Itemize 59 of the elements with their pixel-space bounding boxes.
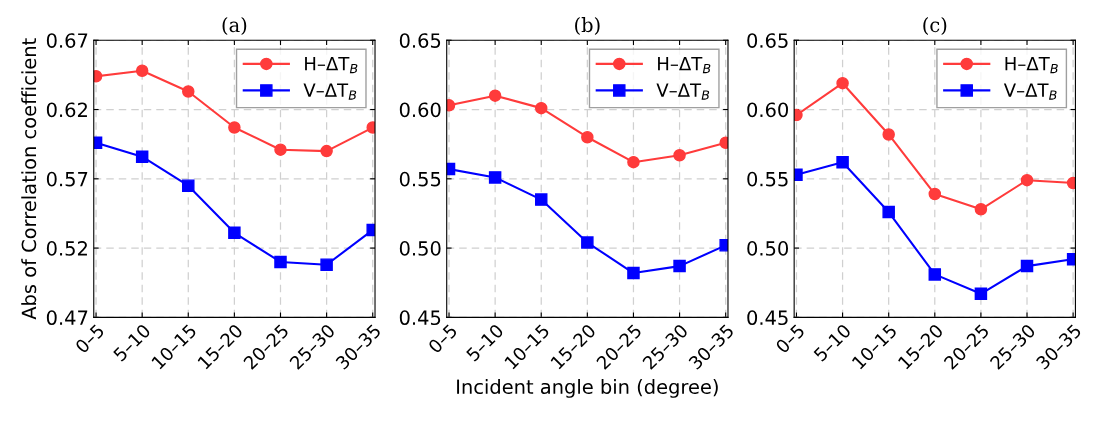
legend-label: H–ΔT$_{B}$	[1005, 57, 1058, 74]
point	[488, 89, 502, 102]
point	[182, 179, 195, 192]
legend-label: V–ΔT$_{B}$	[303, 83, 357, 100]
chart-title: (a)	[222, 17, 247, 35]
y-tick-label: 0.57	[46, 171, 88, 187]
point	[135, 150, 149, 163]
y-tick-label: 0.62	[46, 102, 87, 118]
x-axis-title: Incident angle bin (degree)	[457, 379, 718, 398]
y-tick-label: 0.67	[46, 33, 88, 48]
y-axis-title: Abs of Correlation coefficient	[21, 38, 37, 320]
point	[1020, 173, 1034, 187]
y-tick-label: 0.60	[747, 102, 789, 118]
y-tick-label: 0.60	[399, 102, 441, 118]
y-tick-label: 0.52	[46, 241, 87, 256]
point	[581, 130, 594, 144]
y-tick-label: 0.45	[747, 310, 788, 326]
y-tick-label: 0.45	[399, 310, 441, 326]
point	[274, 143, 287, 156]
point	[135, 64, 149, 77]
chart-title: (c)	[923, 17, 947, 35]
legend-label: V–ΔT$_{B}$	[656, 83, 710, 100]
point	[836, 155, 849, 169]
legend-label: H–ΔT$_{B}$	[658, 57, 711, 74]
point	[673, 259, 686, 273]
point	[274, 255, 287, 269]
point	[928, 268, 942, 281]
point	[627, 266, 640, 280]
legend-label: H–ΔT$_{B}$	[305, 57, 358, 74]
y-tick-label: 0.55	[747, 171, 788, 187]
point	[627, 155, 640, 169]
point	[320, 144, 333, 158]
point	[1020, 259, 1034, 273]
point	[882, 128, 895, 141]
y-tick-label: 0.47	[46, 310, 88, 326]
point	[534, 193, 548, 206]
x-tick-label: 0–5	[774, 323, 806, 354]
point	[974, 203, 988, 216]
point	[228, 226, 241, 240]
y-tick-label: 0.55	[399, 171, 441, 187]
y-tick-label: 0.65	[399, 33, 441, 48]
point	[534, 101, 548, 115]
y-tick-label: 0.50	[747, 241, 789, 256]
y-tick-label: 0.50	[399, 241, 441, 256]
point	[882, 205, 895, 219]
point	[836, 76, 849, 90]
legend-label: V–ΔT$_{B}$	[1003, 83, 1057, 100]
point	[974, 287, 988, 301]
point	[320, 258, 333, 271]
point	[228, 121, 241, 134]
chart-title: (b)	[575, 17, 600, 35]
point	[182, 85, 195, 98]
point	[488, 171, 502, 184]
point	[928, 187, 942, 201]
point	[581, 236, 594, 249]
point	[673, 148, 686, 162]
x-tick-label: 0–5	[74, 323, 105, 354]
x-tick-label: 0–5	[427, 323, 458, 354]
y-tick-label: 0.65	[747, 33, 788, 48]
